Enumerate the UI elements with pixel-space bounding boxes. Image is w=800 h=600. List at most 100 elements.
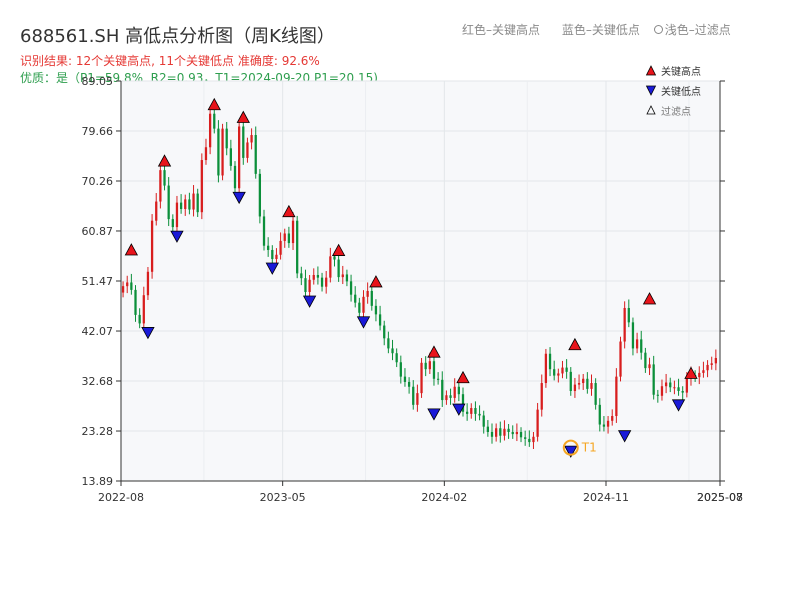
- candle-body: [644, 352, 647, 369]
- candle-body: [134, 289, 137, 315]
- candle-body: [399, 362, 402, 377]
- key-low-marker: [302, 295, 317, 308]
- candle-body: [387, 338, 390, 349]
- legend-high-icon: [645, 65, 657, 76]
- candle-body: [291, 220, 295, 244]
- candle-body: [300, 273, 303, 279]
- candle-body: [465, 411, 469, 414]
- key-low-marker: [452, 403, 466, 416]
- candle-body: [155, 201, 158, 221]
- candle-body: [561, 367, 564, 374]
- candle-body: [424, 362, 427, 370]
- candle-body: [271, 249, 274, 260]
- candle-body: [196, 193, 199, 213]
- candle-body: [652, 364, 655, 395]
- candle-body: [420, 362, 423, 394]
- candle-body: [316, 274, 320, 278]
- y-tick-label: 70.26: [82, 175, 114, 188]
- chart-title: 688561.SH 高低点分析图（周K线图）: [20, 26, 335, 47]
- candle-body: [238, 126, 241, 189]
- key-high-marker: [568, 337, 582, 351]
- candle-body: [275, 254, 278, 260]
- candle-body: [436, 378, 440, 380]
- legend-filtered-icon: [646, 105, 656, 115]
- x-tick-label: 2024-02: [421, 491, 467, 504]
- candle-body: [395, 353, 398, 363]
- x-tick-label: 2025-07: [697, 491, 743, 504]
- candle-body: [325, 277, 328, 287]
- candle-body: [648, 364, 651, 369]
- candle-body: [664, 382, 668, 387]
- candle-body: [445, 395, 448, 401]
- candle-body: [383, 325, 386, 339]
- candle-body: [474, 408, 477, 414]
- candle-body: [254, 135, 257, 174]
- candle-body: [495, 428, 498, 437]
- y-tick-label: 89.05: [82, 75, 114, 88]
- candle-body: [366, 290, 369, 297]
- candle-body: [673, 387, 676, 389]
- candle-body: [528, 438, 531, 443]
- candle-body: [540, 383, 543, 410]
- key-high-marker: [157, 154, 172, 167]
- candle-body: [329, 256, 332, 278]
- candle-body: [333, 256, 336, 260]
- candle-body: [320, 277, 324, 287]
- candle-body: [490, 431, 494, 437]
- candle-body: [262, 216, 266, 246]
- key-high-marker: [369, 275, 383, 288]
- candle-body: [225, 128, 228, 149]
- candle-body: [635, 339, 639, 349]
- plot-legend: 关键高点 关键低点 过滤点: [645, 65, 701, 118]
- candle-body: [308, 279, 311, 293]
- candle-body: [557, 373, 560, 376]
- t1-label: T1: [581, 441, 597, 455]
- candle-body: [337, 259, 340, 278]
- candle-body: [171, 219, 174, 228]
- candle-body: [233, 165, 237, 189]
- candle-body: [606, 420, 610, 427]
- candle-body: [499, 428, 502, 436]
- candle-body: [370, 290, 373, 306]
- candle-body: [503, 428, 506, 436]
- candle-body: [374, 305, 378, 315]
- candle-body: [391, 348, 394, 354]
- candle-body: [163, 170, 166, 186]
- candle-body: [403, 376, 407, 382]
- candle-body: [217, 128, 220, 176]
- x-tick-label: 2023-05: [260, 491, 306, 504]
- candle-body: [627, 307, 630, 323]
- candle-body: [287, 233, 291, 244]
- filtered-circle-icon: [653, 25, 663, 34]
- candle-body: [524, 437, 527, 439]
- key-low-marker: [356, 316, 371, 329]
- legend-blue-text: 蓝色–关键低点: [561, 23, 640, 37]
- candle-body: [312, 274, 315, 280]
- candle-body: [611, 416, 614, 421]
- candle-body: [345, 274, 349, 282]
- candle-body: [594, 383, 597, 405]
- candle-body: [200, 160, 203, 213]
- candle-body: [432, 361, 436, 379]
- key-low-marker: [427, 408, 441, 421]
- candle-body: [631, 322, 635, 349]
- y-tick-label: 79.66: [82, 125, 114, 138]
- candles: [121, 107, 717, 450]
- candle-body: [698, 372, 701, 378]
- candle-body: [685, 378, 688, 393]
- candle-body: [142, 295, 145, 324]
- candle-body: [267, 245, 270, 250]
- candle-body: [138, 314, 141, 324]
- candle-body: [150, 220, 154, 272]
- key-low-marker: [265, 262, 279, 275]
- candle-body: [221, 128, 224, 176]
- candle-body: [192, 193, 195, 210]
- candle-body: [349, 281, 353, 295]
- candle-body: [681, 391, 684, 393]
- axes: 13.89 23.28 32.68 42.07 51.47 60.87 70.26 79.66…: [82, 75, 743, 504]
- legend-filtered-label: 过滤点: [661, 105, 691, 118]
- y-tick-label: 60.87: [82, 225, 114, 238]
- candle-body: [362, 296, 365, 313]
- candle-body: [457, 386, 460, 395]
